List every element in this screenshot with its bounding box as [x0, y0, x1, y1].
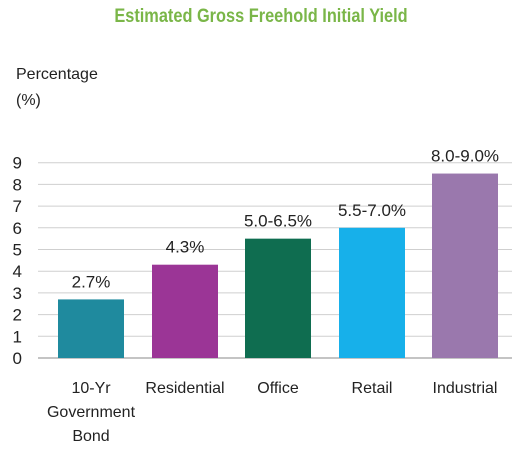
data-label-1: 4.3%: [166, 238, 205, 257]
y-tick-0: 0: [13, 349, 22, 368]
data-label-2: 5.0-6.5%: [244, 212, 312, 231]
y-tick-2: 2: [13, 306, 22, 325]
y-tick-5: 5: [13, 241, 22, 260]
category-label-0-line-0: 10-Yr: [71, 380, 111, 397]
bar-3: [339, 227, 405, 358]
category-label-3-line-0: Retail: [352, 380, 393, 397]
y-tick-7: 7: [13, 197, 22, 216]
y-axis-label-line-1: Percentage: [16, 66, 98, 83]
data-labels: 2.7% 4.3% 5.0-6.5% 5.5-7.0% 8.0-9.0%: [72, 147, 499, 292]
category-label-1-line-0: Residential: [145, 380, 224, 397]
category-label-2-line-0: Office: [257, 380, 299, 397]
bars: [58, 173, 498, 358]
y-tick-9: 9: [13, 154, 22, 173]
y-tick-4: 4: [13, 262, 22, 281]
bar-4: [432, 173, 498, 358]
y-tick-8: 8: [13, 175, 22, 194]
category-labels: 10-Yr Government Bond Residential Office Reta…: [47, 380, 497, 445]
bar-1: [152, 264, 218, 358]
category-label-4-line-0: Industrial: [433, 380, 498, 397]
y-tick-1: 1: [13, 327, 22, 346]
y-axis-ticks: 0 1 2 3 4 5 6 7 8 9: [13, 154, 22, 368]
category-label-0-line-1: Government: [47, 404, 136, 421]
data-label-0: 2.7%: [72, 272, 111, 291]
y-axis-label-line-2: (%): [16, 92, 41, 109]
data-label-4: 8.0-9.0%: [431, 147, 499, 166]
y-tick-6: 6: [13, 219, 22, 238]
category-label-0-line-2: Bond: [72, 428, 109, 445]
bar-0: [58, 299, 124, 358]
y-tick-3: 3: [13, 284, 22, 303]
bar-2: [245, 238, 311, 358]
chart-title: Estimated Gross Freehold Initial Yield: [114, 6, 408, 27]
data-label-3: 5.5-7.0%: [338, 201, 406, 220]
